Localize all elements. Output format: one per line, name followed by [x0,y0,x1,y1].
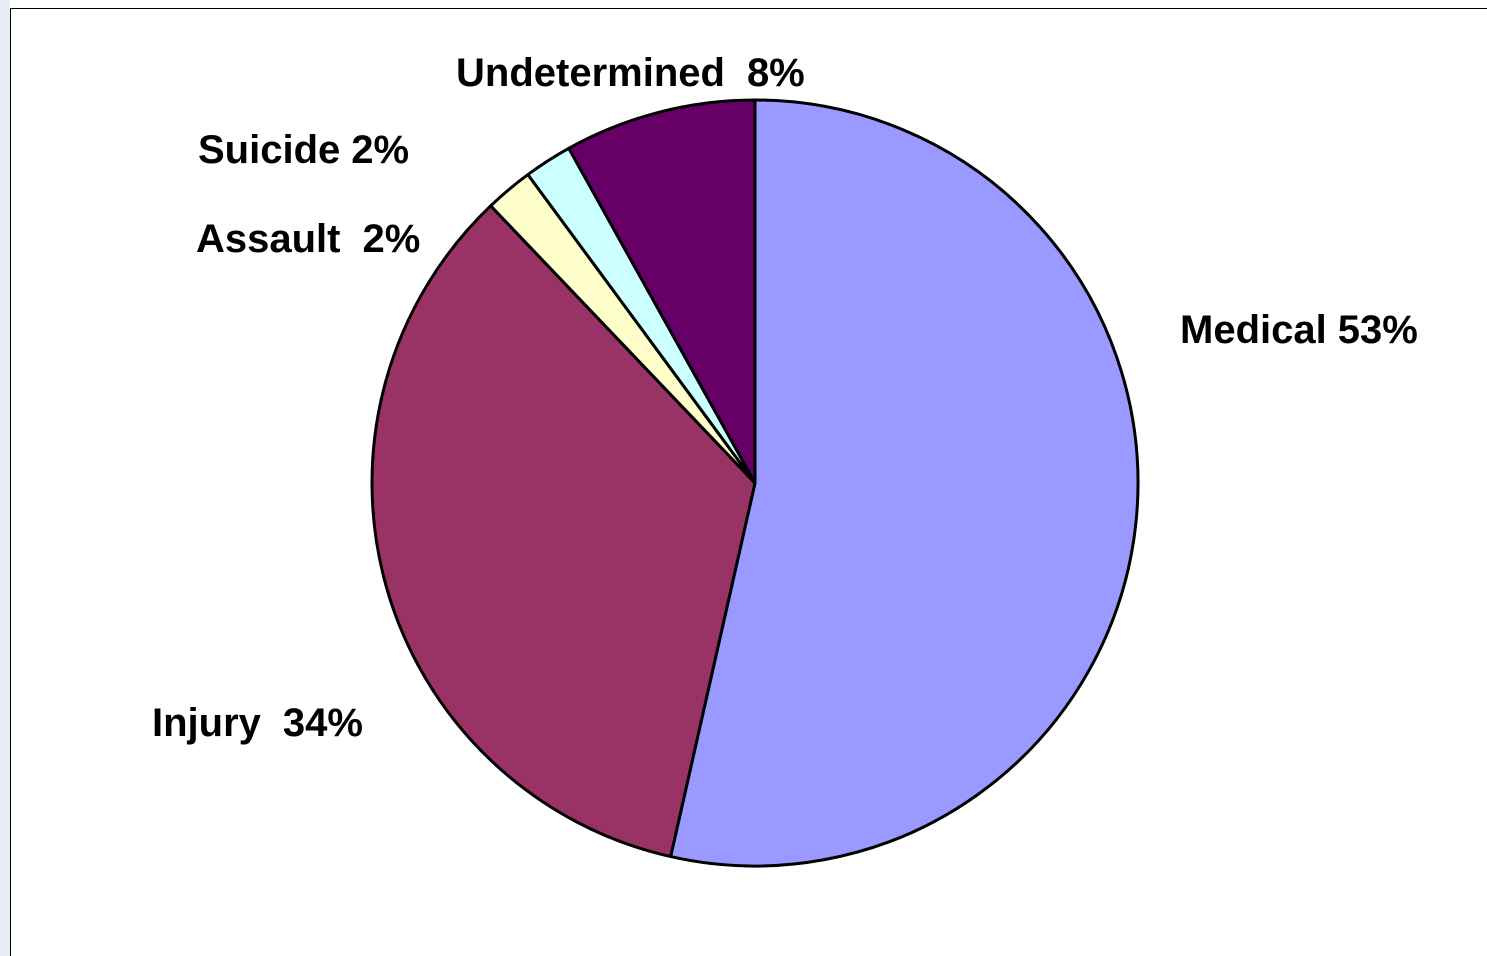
slice-label: Assault 2% [196,217,420,261]
category-name: Assault [196,217,341,261]
value-label: 8% [747,51,805,95]
side-strip [0,0,10,956]
slice-label: Medical 53% [1180,308,1418,352]
value-label: 2% [351,128,409,172]
category-name: Injury [152,701,262,745]
value-label: 2% [363,217,421,261]
slice-label: Undetermined 8% [456,51,805,95]
pie-slice [669,98,1140,868]
pie [370,98,1140,868]
category-name: Suicide [198,128,340,172]
slice-label: Suicide 2% [198,128,409,172]
labels: Medical 53%Injury 34%Assault 2%Suicide 2%Und… [152,51,1418,745]
value-label: 53% [1338,308,1418,352]
category-name: Undetermined [456,51,725,95]
category-name: Medical [1180,308,1327,352]
pie-slice [370,204,757,859]
slice-label: Injury 34% [152,701,363,745]
value-label: 34% [283,701,363,745]
pie-slice [567,98,757,485]
